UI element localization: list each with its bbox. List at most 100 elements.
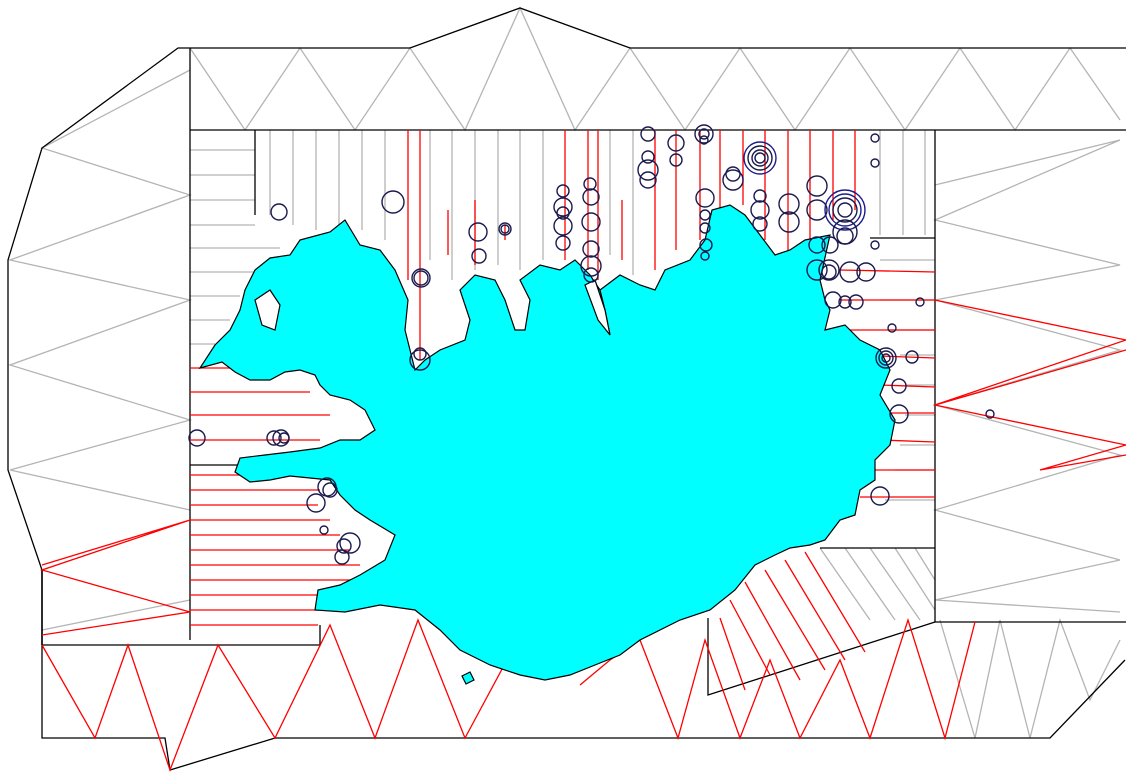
catch-circle bbox=[875, 347, 897, 369]
catch-circle bbox=[641, 150, 655, 164]
catch-circle bbox=[848, 294, 864, 310]
catch-circle bbox=[580, 255, 602, 277]
catch-circle bbox=[553, 216, 573, 236]
catch-circle bbox=[747, 145, 773, 171]
planned-transect-north bbox=[189, 6, 1121, 132]
planned-transect-south-tail bbox=[939, 617, 1121, 739]
catch-circle bbox=[468, 222, 488, 242]
planned-transect-west-outer bbox=[7, 69, 193, 511]
catch-circle bbox=[838, 295, 852, 309]
outer-boundary bbox=[7, 47, 1126, 771]
catch-circle bbox=[750, 200, 770, 220]
catch-circle bbox=[413, 270, 429, 286]
survey-track-west bbox=[190, 367, 370, 626]
north-fjord-inlet bbox=[584, 279, 611, 336]
catch-circle bbox=[409, 349, 431, 371]
catch-circle bbox=[336, 538, 352, 554]
catch-circle bbox=[915, 297, 925, 307]
westfjords-inlet bbox=[254, 289, 281, 331]
catch-circle bbox=[498, 222, 512, 236]
catch-circle bbox=[583, 177, 597, 191]
iceland-landmass bbox=[198, 204, 896, 685]
catch-circles bbox=[188, 124, 995, 565]
catch-circle bbox=[556, 206, 570, 220]
catch-circle bbox=[699, 238, 713, 252]
island-heimaey bbox=[461, 671, 475, 685]
catch-circle bbox=[581, 212, 601, 232]
catch-circle bbox=[751, 149, 769, 167]
catch-circle bbox=[319, 525, 329, 535]
catch-circle bbox=[905, 350, 919, 364]
catch-circle bbox=[270, 203, 288, 221]
catch-circle bbox=[891, 378, 907, 394]
catch-circle bbox=[381, 190, 405, 214]
survey-track-east-outer bbox=[932, 299, 1126, 471]
catch-circle bbox=[667, 134, 685, 152]
catch-circle bbox=[870, 133, 880, 143]
catch-circle bbox=[700, 251, 710, 261]
stratum-boundaries bbox=[7, 7, 1126, 771]
iceland-main bbox=[198, 204, 896, 681]
catch-circle bbox=[553, 197, 573, 217]
catch-circle bbox=[889, 404, 909, 424]
planned-transect-north-inner bbox=[269, 130, 926, 280]
survey-track-southwest bbox=[39, 519, 191, 636]
catch-circle bbox=[582, 188, 600, 206]
catch-circle bbox=[639, 171, 657, 189]
catch-circle bbox=[306, 493, 326, 513]
catch-circle bbox=[669, 153, 683, 167]
outer-boundary-north bbox=[190, 7, 1126, 49]
catch-circle bbox=[698, 128, 710, 140]
catch-circle bbox=[881, 353, 891, 363]
catch-circle bbox=[870, 158, 880, 168]
catch-circle bbox=[836, 227, 854, 245]
survey-track-east-outer-2 bbox=[934, 349, 1126, 406]
catch-circle bbox=[500, 224, 510, 234]
catch-circle bbox=[828, 193, 862, 227]
catch-circle bbox=[640, 126, 656, 142]
planned-transect-southeast bbox=[819, 547, 936, 621]
catch-circle bbox=[334, 549, 350, 565]
catch-circle bbox=[743, 141, 777, 175]
catch-circle bbox=[699, 209, 711, 221]
catch-circle bbox=[818, 259, 840, 281]
catch-circle bbox=[722, 169, 744, 191]
catch-circle bbox=[725, 166, 741, 182]
catch-circle bbox=[699, 222, 711, 234]
survey-track-north bbox=[407, 130, 856, 360]
catch-circle bbox=[839, 261, 861, 283]
catch-circle bbox=[806, 175, 828, 197]
planned-transect-east-outer bbox=[932, 139, 1123, 613]
catch-circle bbox=[695, 188, 715, 208]
planned-transect-east-inner bbox=[880, 259, 935, 501]
catch-circle bbox=[266, 430, 282, 446]
catch-circle bbox=[694, 124, 714, 144]
catch-circle bbox=[821, 264, 837, 280]
catch-circle bbox=[778, 211, 800, 233]
catch-circle bbox=[322, 482, 338, 498]
catch-circle bbox=[582, 240, 600, 258]
catch-circle bbox=[821, 236, 839, 254]
catch-circle bbox=[471, 248, 487, 264]
catch-circle bbox=[824, 291, 842, 309]
catch-circle bbox=[837, 202, 853, 218]
catch-circle bbox=[870, 240, 880, 250]
survey-track-southeast bbox=[719, 551, 866, 691]
planned-transect-west-inner bbox=[190, 149, 280, 345]
catch-circle bbox=[317, 477, 337, 497]
catch-circle bbox=[699, 135, 709, 145]
catch-circle bbox=[870, 486, 890, 506]
catch-circle bbox=[832, 197, 858, 223]
survey-track-south bbox=[41, 618, 546, 772]
catch-circle bbox=[806, 199, 828, 221]
catch-circle bbox=[583, 267, 599, 283]
catch-circle bbox=[754, 152, 766, 164]
stratum-southeast-poly bbox=[707, 618, 936, 696]
catch-circle bbox=[985, 409, 995, 419]
catch-circle bbox=[411, 268, 431, 288]
catch-circle bbox=[808, 236, 826, 254]
catch-circle bbox=[188, 429, 206, 447]
catch-circle bbox=[278, 432, 290, 444]
